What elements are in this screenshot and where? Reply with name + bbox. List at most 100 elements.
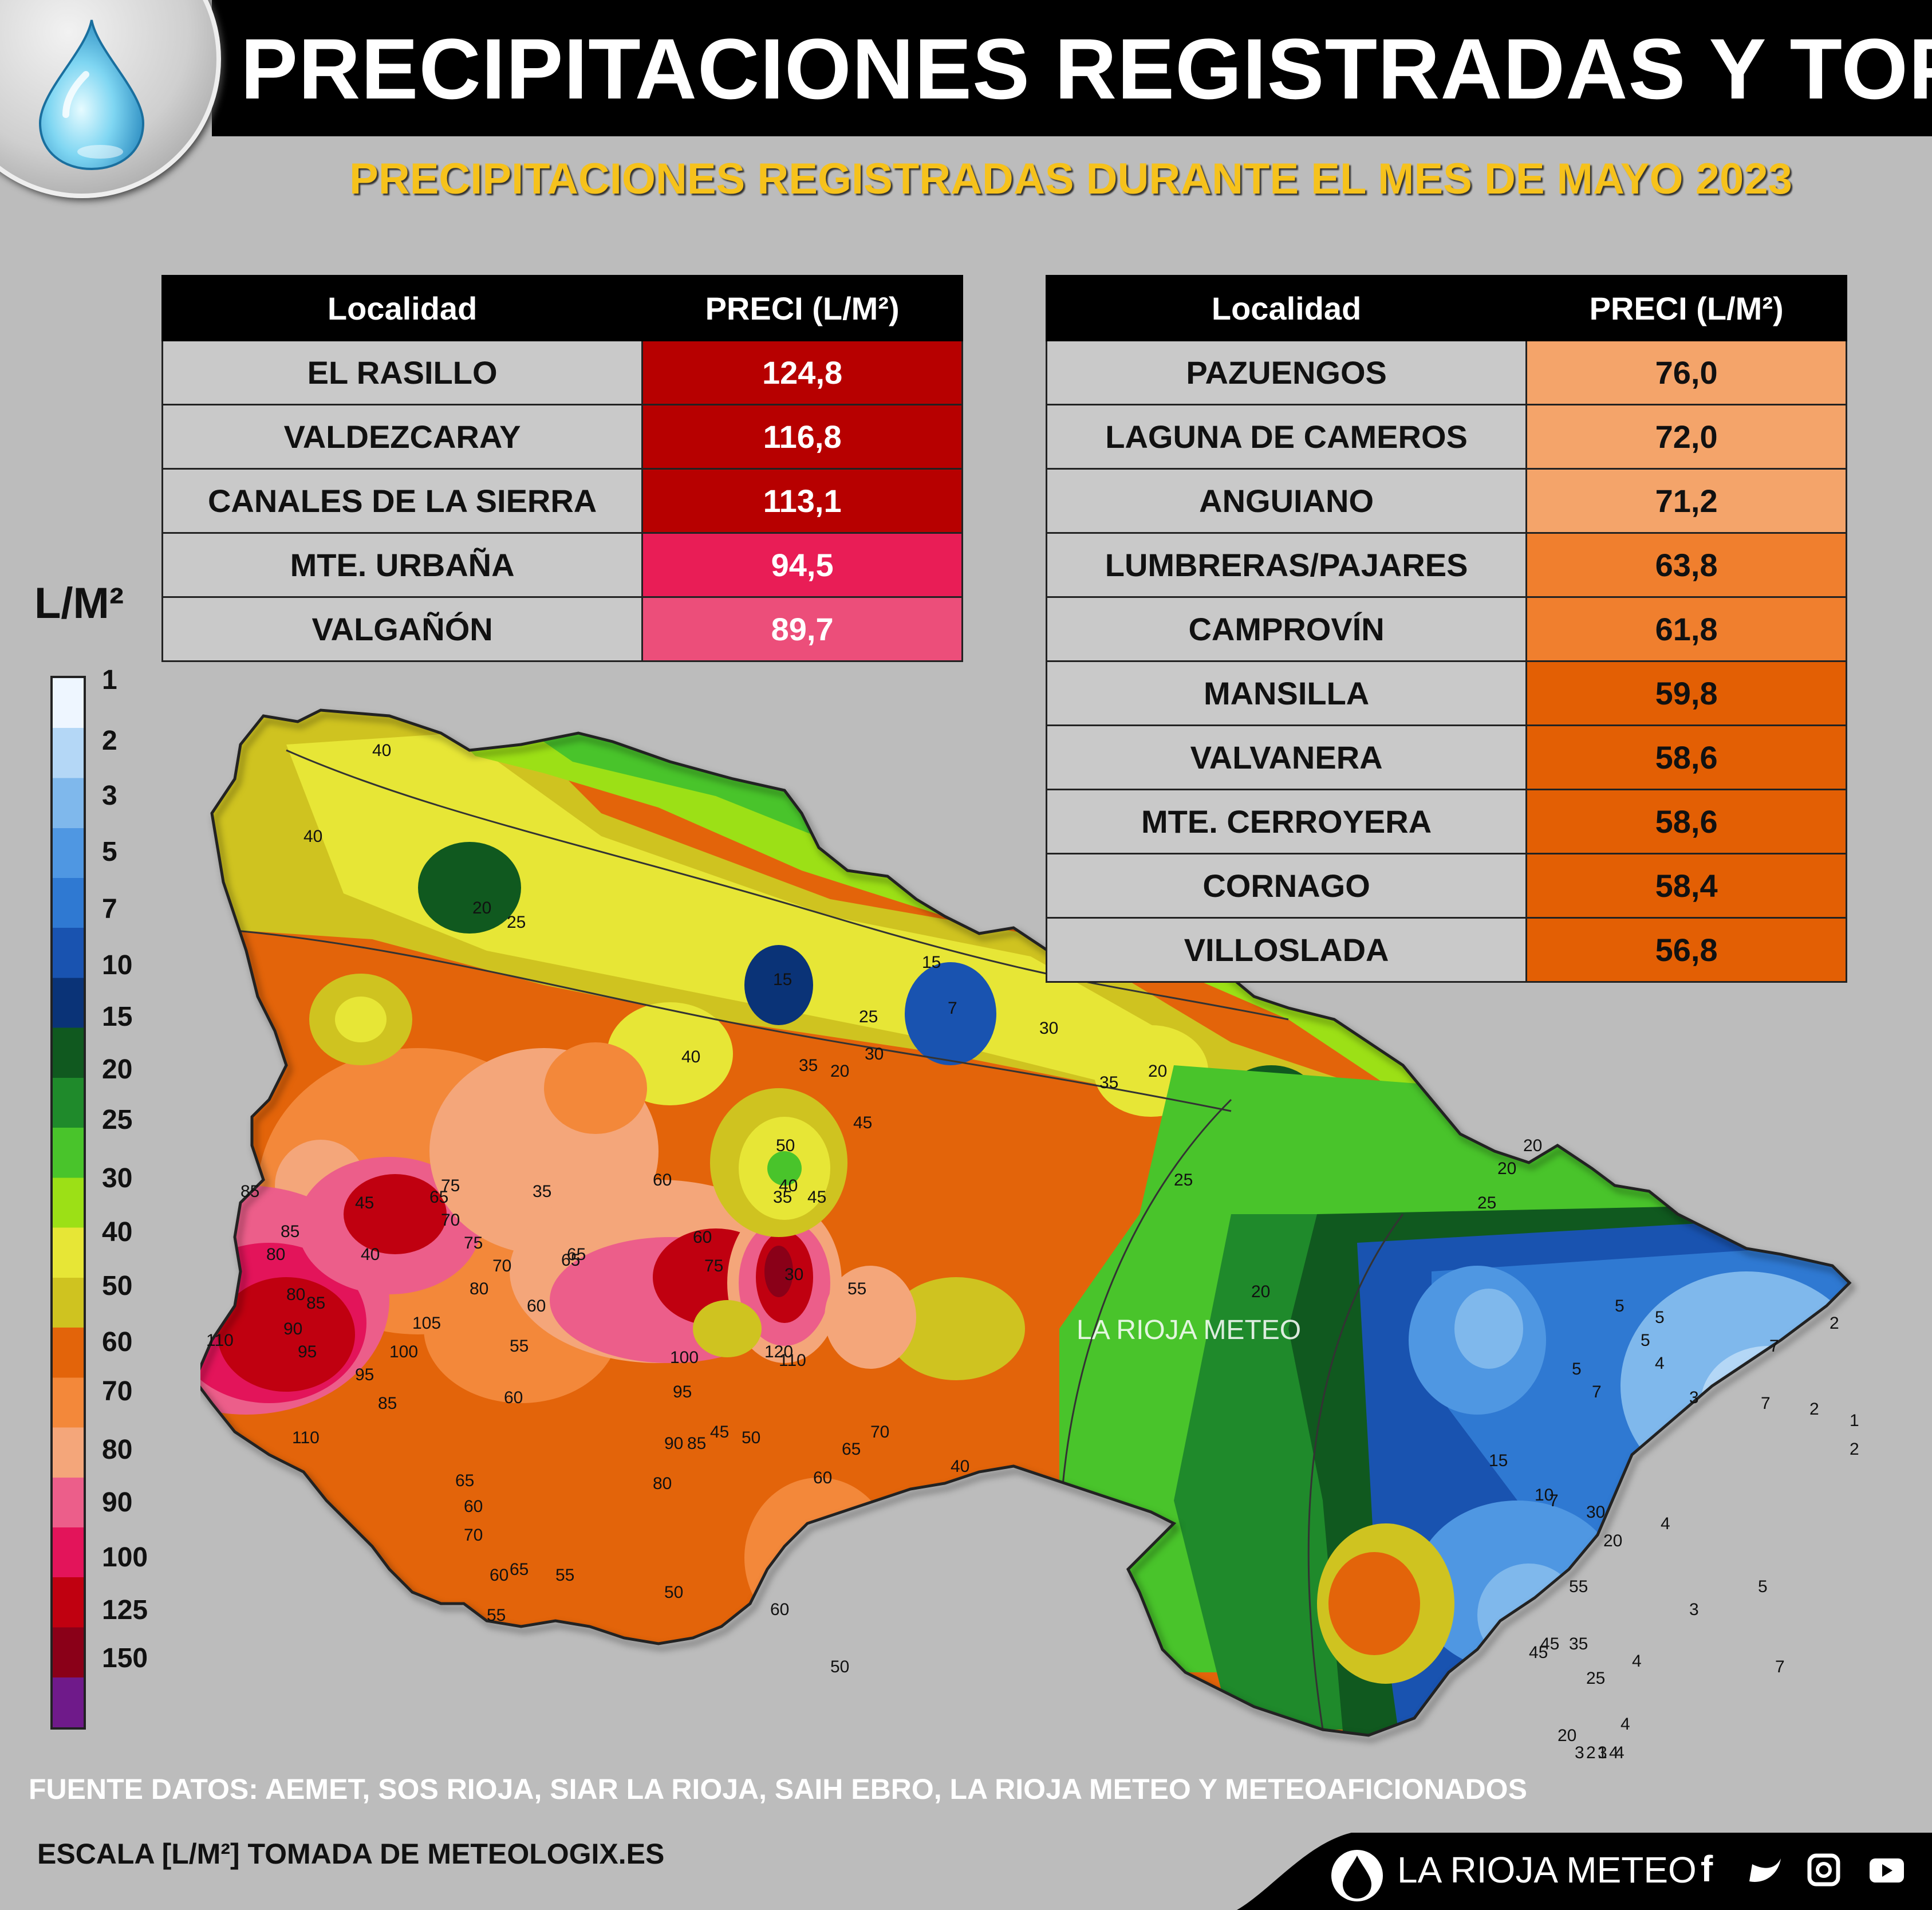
legend-tick-label: 30 <box>102 1163 133 1194</box>
data-source: FUENTE DATOS: AEMET, SOS RIOJA, SIAR LA … <box>29 1773 1527 1805</box>
contour-label: 7 <box>948 999 957 1018</box>
contour-label: 15 <box>773 970 792 989</box>
contour-label: 60 <box>527 1297 546 1316</box>
contour-label: 20 <box>1251 1282 1270 1301</box>
contour-label: 20 <box>1148 1062 1167 1081</box>
legend-color-bar <box>50 676 86 1730</box>
column-header-locality: Localidad <box>1045 275 1528 341</box>
contour-label: 7 <box>1549 1491 1559 1510</box>
table-row: LAGUNA DE CAMEROS 72,0 <box>1045 404 1847 470</box>
twitter-icon[interactable] <box>1749 1858 1781 1882</box>
contour-label: 40 <box>303 827 322 846</box>
contour-label: 100 <box>670 1348 699 1367</box>
social-icons: f <box>1701 1848 1904 1889</box>
page-title: PRECIPITACIONES REGISTRADAS Y TOP 15 <box>240 21 1932 117</box>
table-row: LUMBRERAS/PAJARES 63,8 <box>1045 532 1847 598</box>
contour-label: 95 <box>673 1383 692 1401</box>
contour-label: 75 <box>704 1257 723 1275</box>
table-row: MTE. URBAÑA 94,5 <box>161 532 963 598</box>
legend-tick-label: 15 <box>102 1002 133 1032</box>
legend-tick-label: 90 <box>102 1487 133 1518</box>
legend-tick-label: 125 <box>102 1595 148 1625</box>
table-row: ANGUIANO 71,2 <box>1045 468 1847 534</box>
precipitation-value-cell: 58,6 <box>1525 789 1847 854</box>
locality-cell: LUMBRERAS/PAJARES <box>1045 532 1528 598</box>
contour-label: 55 <box>847 1279 866 1298</box>
contour-label: 110 <box>292 1428 320 1447</box>
contour-label: 110 <box>779 1351 806 1370</box>
contour-label: 45 <box>853 1113 872 1132</box>
legend-tick-label: 1 <box>102 665 117 695</box>
water-drop-icon <box>38 19 145 171</box>
table-row: MTE. CERROYERA 58,6 <box>1045 789 1847 854</box>
locality-cell: CORNAGO <box>1045 853 1528 919</box>
locality-cell: PAZUENGOS <box>1045 340 1528 405</box>
table-row: EL RASILLO 124,8 <box>161 340 963 405</box>
contour-label: 4 <box>1632 1652 1642 1671</box>
contour-label: 1 <box>1598 1743 1607 1762</box>
legend-tick-label: 25 <box>102 1105 133 1135</box>
contour-label: 2 <box>1850 1440 1859 1459</box>
contour-label: 5 <box>1758 1577 1768 1596</box>
contour-label: 55 <box>1569 1577 1588 1596</box>
table-row: VALVANERA 58,6 <box>1045 724 1847 790</box>
table-row: CORNAGO 58,4 <box>1045 853 1847 919</box>
contour-label: 60 <box>693 1228 712 1247</box>
contour-label: 70 <box>464 1526 483 1545</box>
legend-tick-label: 150 <box>102 1643 148 1673</box>
contour-label: 15 <box>1489 1451 1508 1470</box>
contour-label: 90 <box>283 1320 302 1338</box>
contour-label: 55 <box>555 1566 574 1585</box>
contour-label: 85 <box>306 1294 325 1313</box>
legend-tick-label: 50 <box>102 1271 133 1301</box>
instagram-icon[interactable] <box>1807 1853 1840 1887</box>
contour-label: 4 <box>1615 1743 1625 1762</box>
contour-label: 3 <box>1598 1743 1607 1762</box>
contour-label: 80 <box>653 1474 672 1493</box>
contour-label: 20 <box>1558 1726 1576 1745</box>
table-row: VALDEZCARAY 116,8 <box>161 404 963 470</box>
precipitation-value-cell: 59,8 <box>1525 660 1847 726</box>
contour-label: 55 <box>487 1606 506 1625</box>
contour-label: 3 <box>1575 1743 1584 1762</box>
table-row: VILLOSLADA 56,8 <box>1045 917 1847 983</box>
contour-label: 7 <box>1761 1394 1771 1413</box>
youtube-icon[interactable] <box>1870 1858 1904 1883</box>
column-header-value: PRECI (L/M²) <box>641 275 963 341</box>
contour-label: 25 <box>1586 1669 1605 1688</box>
precipitation-value-cell: 124,8 <box>641 340 963 405</box>
top-table-left: Localidad PRECI (L/M²) EL RASILLO 124,8 VA… <box>161 275 963 662</box>
legend-tick-label: 100 <box>102 1542 148 1573</box>
legend-tick-label: 20 <box>102 1054 133 1085</box>
locality-cell: MTE. CERROYERA <box>1045 789 1528 854</box>
legend-tick-label: 40 <box>102 1217 133 1247</box>
locality-cell: MTE. URBAÑA <box>161 532 644 598</box>
contour-label: 35 <box>799 1056 818 1075</box>
contour-label: 35 <box>533 1182 551 1201</box>
contour-label: 60 <box>653 1171 672 1190</box>
contour-label: 7 <box>1775 1657 1785 1676</box>
contour-label: 95 <box>355 1365 374 1384</box>
contour-label: 4 <box>1620 1715 1630 1734</box>
table-row: CANALES DE LA SIERRA 113,1 <box>161 468 963 534</box>
legend-tick-label: 7 <box>102 894 117 924</box>
locality-cell: MANSILLA <box>1045 660 1528 726</box>
contour-label: 50 <box>742 1428 760 1447</box>
contour-label: 5 <box>1572 1360 1582 1379</box>
facebook-icon[interactable]: f <box>1701 1848 1713 1889</box>
svg-text:f: f <box>1701 1848 1713 1889</box>
contour-label: 105 <box>412 1314 441 1333</box>
precipitation-value-cell: 63,8 <box>1525 532 1847 598</box>
contour-label: 30 <box>865 1045 884 1064</box>
contour-label: 85 <box>281 1222 299 1241</box>
table-row: MANSILLA 59,8 <box>1045 660 1847 726</box>
legend-tick-label: 60 <box>102 1327 133 1357</box>
map-watermark: LA RIOJA METEO <box>1077 1315 1302 1345</box>
precipitation-value-cell: 89,7 <box>641 596 963 662</box>
contour-label: 60 <box>770 1600 789 1619</box>
contour-label: 30 <box>784 1265 803 1284</box>
table-row: PAZUENGOS 76,0 <box>1045 340 1847 405</box>
contour-label: 25 <box>1174 1171 1193 1190</box>
contour-label: 45 <box>1540 1635 1559 1653</box>
